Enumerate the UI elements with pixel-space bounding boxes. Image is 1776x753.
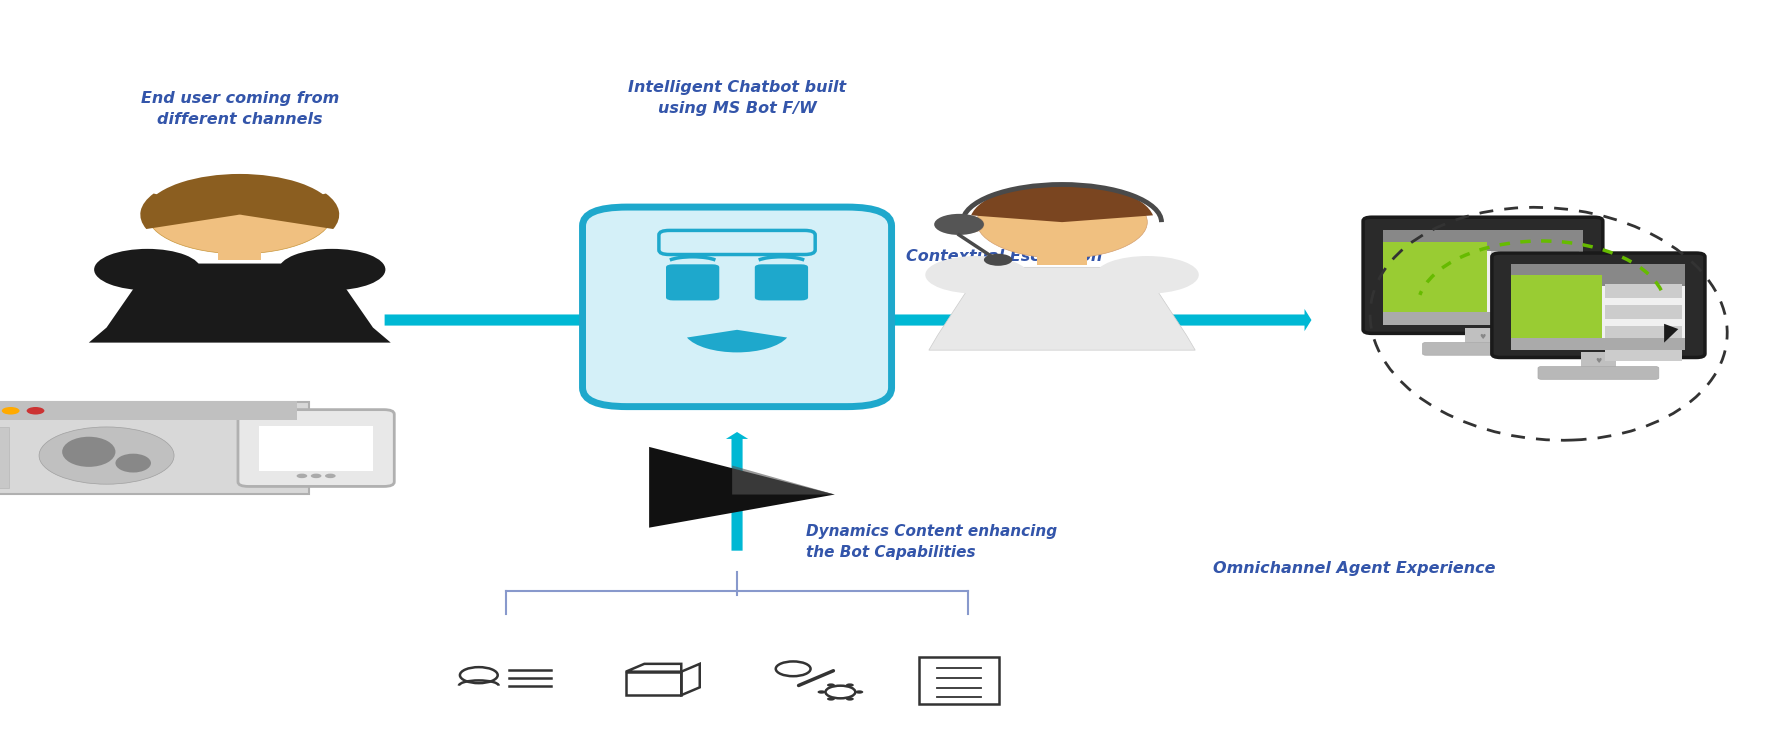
FancyBboxPatch shape [1606, 347, 1682, 361]
Wedge shape [140, 194, 240, 229]
Text: ♥: ♥ [1479, 334, 1487, 340]
FancyBboxPatch shape [1037, 246, 1087, 265]
Circle shape [817, 691, 826, 694]
FancyBboxPatch shape [1364, 217, 1602, 334]
Ellipse shape [1096, 256, 1199, 294]
Circle shape [828, 684, 835, 687]
Circle shape [845, 697, 854, 700]
FancyBboxPatch shape [666, 264, 719, 300]
Text: Intelligent Chatbot built
using MS Bot F/W: Intelligent Chatbot built using MS Bot F… [629, 80, 845, 116]
FancyBboxPatch shape [218, 241, 261, 260]
FancyBboxPatch shape [238, 410, 394, 486]
FancyBboxPatch shape [1492, 314, 1579, 328]
Polygon shape [648, 447, 835, 528]
FancyBboxPatch shape [1511, 267, 1685, 350]
Circle shape [2, 407, 20, 414]
FancyBboxPatch shape [1423, 343, 1543, 355]
Polygon shape [929, 267, 1195, 350]
FancyBboxPatch shape [1492, 253, 1705, 358]
FancyBboxPatch shape [583, 207, 892, 407]
Text: Omnichannel Agent Experience: Omnichannel Agent Experience [1213, 561, 1495, 576]
FancyBboxPatch shape [1492, 251, 1579, 264]
Polygon shape [1563, 297, 1575, 316]
FancyBboxPatch shape [1606, 284, 1682, 297]
Polygon shape [1664, 324, 1678, 343]
Circle shape [977, 186, 1147, 258]
Circle shape [934, 214, 984, 235]
Circle shape [147, 175, 332, 254]
FancyBboxPatch shape [1511, 276, 1602, 348]
Circle shape [984, 254, 1012, 266]
Circle shape [297, 474, 307, 478]
FancyBboxPatch shape [1492, 293, 1579, 306]
FancyBboxPatch shape [1382, 230, 1582, 325]
Wedge shape [240, 194, 339, 229]
Wedge shape [971, 183, 1153, 222]
FancyBboxPatch shape [259, 426, 373, 471]
Ellipse shape [115, 453, 151, 473]
FancyBboxPatch shape [0, 402, 309, 495]
Text: Dynamics Content enhancing
the Bot Capabilities: Dynamics Content enhancing the Bot Capab… [806, 524, 1057, 560]
Circle shape [325, 474, 336, 478]
FancyBboxPatch shape [1538, 367, 1659, 380]
FancyBboxPatch shape [1382, 242, 1487, 323]
FancyBboxPatch shape [755, 264, 808, 300]
Ellipse shape [925, 256, 1028, 294]
Wedge shape [147, 174, 332, 215]
Ellipse shape [279, 249, 385, 291]
FancyBboxPatch shape [1511, 264, 1685, 285]
FancyBboxPatch shape [659, 230, 815, 255]
FancyBboxPatch shape [1492, 272, 1579, 285]
Text: End user coming from
different channels: End user coming from different channels [140, 91, 339, 127]
FancyBboxPatch shape [0, 428, 9, 488]
Circle shape [828, 697, 835, 700]
FancyBboxPatch shape [1581, 352, 1616, 369]
Polygon shape [732, 465, 835, 495]
Circle shape [311, 474, 321, 478]
FancyBboxPatch shape [1606, 326, 1682, 340]
FancyBboxPatch shape [1606, 305, 1682, 319]
FancyBboxPatch shape [1382, 312, 1582, 325]
Circle shape [27, 407, 44, 414]
Polygon shape [89, 264, 391, 343]
Ellipse shape [62, 437, 115, 467]
Text: Contextual Escalation: Contextual Escalation [906, 248, 1103, 264]
FancyBboxPatch shape [1511, 337, 1685, 350]
Wedge shape [687, 330, 787, 352]
FancyBboxPatch shape [1382, 230, 1582, 251]
FancyBboxPatch shape [1465, 328, 1501, 345]
Text: ♥: ♥ [1595, 358, 1602, 364]
Ellipse shape [94, 249, 201, 291]
FancyBboxPatch shape [0, 401, 297, 420]
Circle shape [39, 427, 174, 484]
Ellipse shape [963, 217, 984, 232]
Circle shape [856, 691, 863, 694]
Circle shape [845, 684, 854, 687]
